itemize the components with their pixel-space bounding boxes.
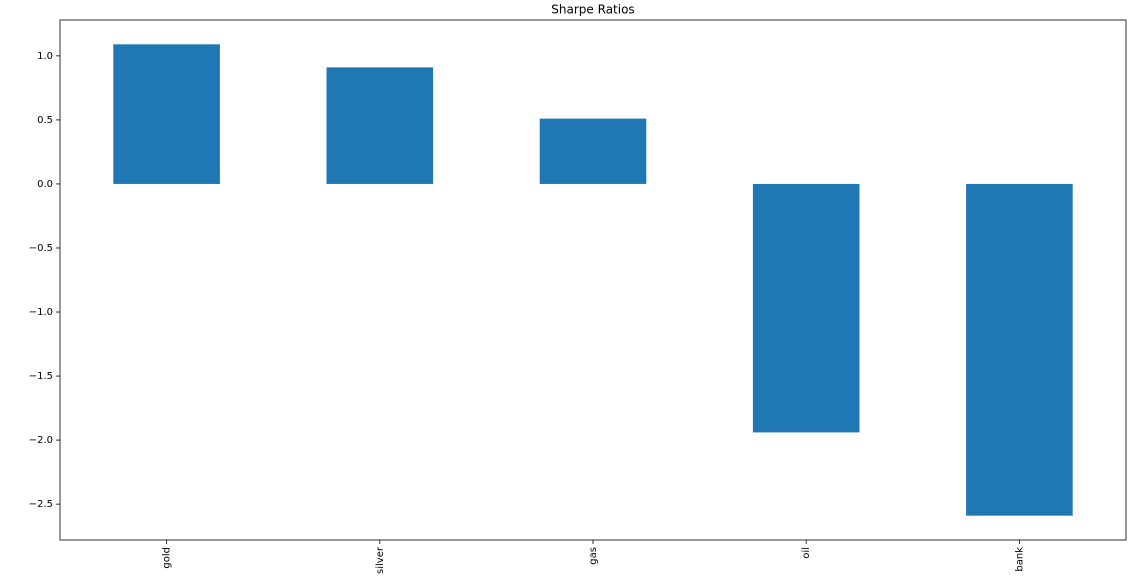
bar — [326, 67, 434, 184]
x-tick-label: silver — [375, 546, 386, 574]
x-tick-label: bank — [1014, 547, 1025, 572]
y-tick-label: 1.0 — [37, 51, 53, 62]
y-tick-label: 0.5 — [37, 115, 53, 126]
y-tick-label: −1.0 — [29, 307, 53, 318]
y-tick-label: −2.5 — [29, 499, 53, 510]
bar — [752, 183, 860, 433]
y-tick-label: −0.5 — [29, 243, 53, 254]
bar — [966, 183, 1073, 516]
y-tick-label: 0.0 — [37, 179, 53, 190]
bar — [539, 118, 647, 184]
x-tick-label: gold — [162, 547, 173, 569]
y-tick-label: −1.5 — [29, 371, 53, 382]
chart-title: Sharpe Ratios — [551, 3, 634, 17]
plot-frame — [59, 19, 1127, 541]
x-tick-label: gas — [588, 547, 599, 565]
bar — [113, 44, 220, 184]
x-tick-label: oil — [801, 547, 812, 559]
y-tick-label: −2.0 — [29, 435, 53, 446]
